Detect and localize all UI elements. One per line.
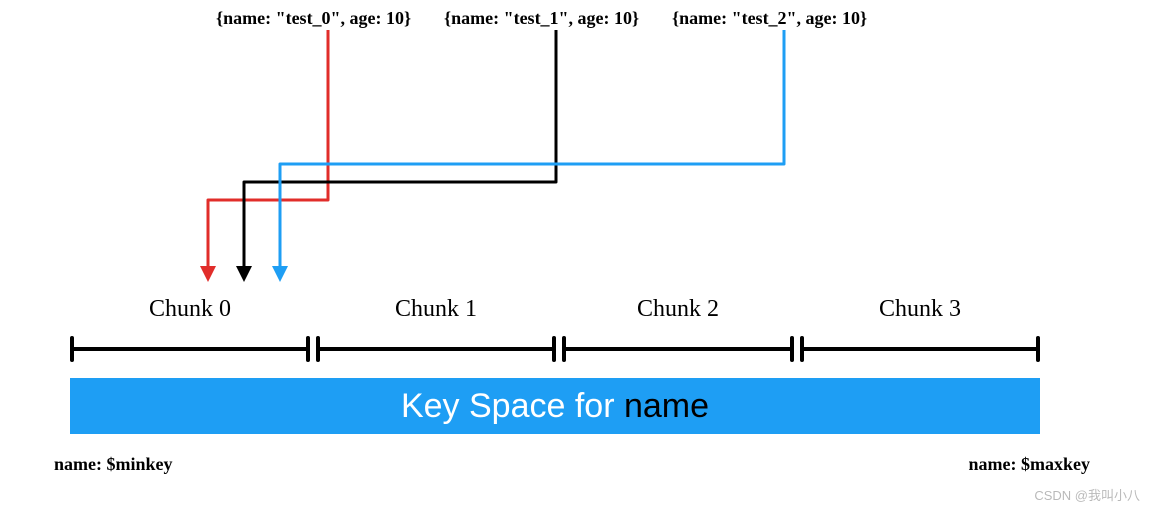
chunk-label-1: Chunk 1 <box>316 296 556 323</box>
keyspace-field: name <box>624 387 709 425</box>
chunk-label-0: Chunk 0 <box>70 296 310 323</box>
document-label-0: {name: "test_0", age: 10} <box>216 8 411 29</box>
keyspace-bar: Key Space for name <box>70 378 1040 434</box>
chunk-label-3: Chunk 3 <box>800 296 1040 323</box>
chunk-bracket-0 <box>70 336 310 362</box>
chunk-label-2: Chunk 2 <box>562 296 794 323</box>
chunk-bracket-1 <box>316 336 556 362</box>
document-label-1: {name: "test_1", age: 10} <box>444 8 639 29</box>
chunk-bracket-2 <box>562 336 794 362</box>
document-label-2: {name: "test_2", age: 10} <box>672 8 867 29</box>
maxkey-label: name: $maxkey <box>969 454 1090 475</box>
minkey-label: name: $minkey <box>54 454 173 475</box>
watermark: CSDN @我叫小八 <box>1034 485 1140 504</box>
keyspace-prefix: Key Space for <box>401 387 624 425</box>
chunk-bracket-3 <box>800 336 1040 362</box>
